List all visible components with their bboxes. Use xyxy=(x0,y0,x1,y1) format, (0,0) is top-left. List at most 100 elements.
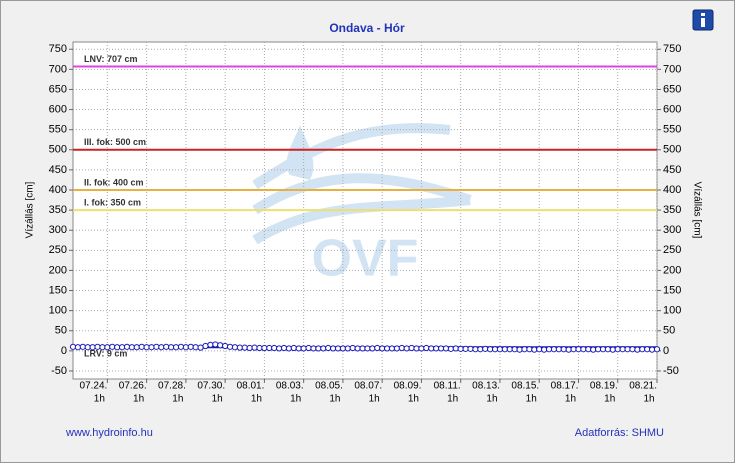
data-point xyxy=(447,345,454,352)
reference-label: LRV: 9 cm xyxy=(84,349,127,359)
data-point xyxy=(246,344,253,352)
data-point xyxy=(153,343,160,350)
y-tick-label: 150 xyxy=(49,284,67,296)
y2-tick-label: 600 xyxy=(663,103,681,115)
data-point xyxy=(182,344,189,351)
data-point xyxy=(531,346,538,353)
data-point xyxy=(585,346,592,353)
data-point xyxy=(653,346,661,353)
x-tick-label: 07.28. xyxy=(158,381,186,392)
data-point xyxy=(369,345,376,352)
footer-source: Adatforrás: SHMU xyxy=(575,427,664,439)
data-point xyxy=(393,345,400,352)
data-point xyxy=(609,346,616,353)
y2-tick-label: 300 xyxy=(663,224,681,236)
data-point xyxy=(74,344,82,351)
x-tick-label: 08.11. xyxy=(434,381,461,392)
data-point xyxy=(123,343,131,350)
y-tick-label: 500 xyxy=(49,144,67,156)
data-point xyxy=(604,346,612,353)
x-tick-label: 08.17. xyxy=(551,381,579,392)
x-tick-hour: 1h xyxy=(447,394,458,405)
y2-tick-label: 400 xyxy=(663,184,681,196)
data-point xyxy=(148,344,155,351)
x-tick-label: 08.15. xyxy=(511,381,539,392)
y-tick-label: 350 xyxy=(49,204,67,216)
data-point xyxy=(452,345,459,352)
data-point xyxy=(226,343,234,350)
y2-tick-label: 250 xyxy=(663,244,681,256)
reference-label: LNV: 707 cm xyxy=(84,54,138,64)
data-point xyxy=(231,344,239,351)
x-tick-hour: 1h xyxy=(212,394,223,405)
y-tick-label: 50 xyxy=(55,325,67,337)
x-tick-label: 08.03. xyxy=(276,381,304,392)
y2-tick-label: 550 xyxy=(663,124,681,136)
reference-label: III. fok: 500 cm xyxy=(84,137,146,147)
y-tick-label: 400 xyxy=(49,184,67,196)
data-point xyxy=(163,343,170,350)
y-tick-label: 250 xyxy=(49,244,67,256)
data-point xyxy=(138,343,145,350)
data-point xyxy=(217,342,224,349)
x-tick-hour: 1h xyxy=(290,394,301,405)
y-tick-label: 0 xyxy=(61,345,67,357)
data-point xyxy=(511,346,518,353)
data-point xyxy=(89,344,96,351)
data-point xyxy=(418,345,425,352)
x-tick-label: 07.24. xyxy=(80,381,108,392)
y2-tick-label: 750 xyxy=(663,43,681,55)
data-point xyxy=(305,344,312,352)
data-point xyxy=(325,344,332,352)
y-tick-label: 550 xyxy=(49,124,67,136)
reference-label: I. fok: 350 cm xyxy=(84,197,141,207)
y2-tick-label: 500 xyxy=(663,144,681,156)
data-point xyxy=(560,346,567,353)
x-tick-hour: 1h xyxy=(565,394,576,405)
data-point xyxy=(212,341,219,348)
data-point xyxy=(408,344,415,352)
data-point xyxy=(403,345,410,352)
data-point xyxy=(251,344,258,351)
data-point xyxy=(276,345,283,352)
data-point xyxy=(104,344,111,351)
x-tick-label: 07.26. xyxy=(119,381,147,392)
data-point xyxy=(477,346,484,353)
y-tick-label: 750 xyxy=(49,43,67,55)
data-point xyxy=(133,344,140,351)
y2-tick-label: 650 xyxy=(663,83,681,95)
data-point xyxy=(118,344,126,351)
y2-tick-label: 700 xyxy=(663,63,681,75)
data-point xyxy=(158,344,165,351)
data-point xyxy=(109,343,116,350)
info-button[interactable] xyxy=(692,9,714,31)
x-tick-hour: 1h xyxy=(486,394,497,405)
data-point xyxy=(516,346,523,353)
y-tick-label: 700 xyxy=(49,63,67,75)
data-point xyxy=(482,345,489,352)
data-point xyxy=(442,345,450,352)
y2-tick-label: 0 xyxy=(663,345,669,357)
x-tick-hour: 1h xyxy=(643,394,654,405)
watermark-text: OVF xyxy=(312,230,419,288)
y2-tick-label: 200 xyxy=(663,264,681,276)
x-tick-hour: 1h xyxy=(329,394,340,405)
watermark-logo xyxy=(252,123,472,245)
x-tick-hour: 1h xyxy=(526,394,537,405)
x-tick-label: 08.05. xyxy=(315,381,343,392)
data-point xyxy=(526,346,533,353)
y2-axis-label: Vízállás [cm] xyxy=(691,182,702,239)
data-point xyxy=(192,344,199,351)
data-point xyxy=(285,345,293,352)
data-point xyxy=(94,343,101,350)
y-tick-label: 600 xyxy=(49,103,67,115)
data-point xyxy=(280,344,288,352)
y2-tick-label: 350 xyxy=(663,204,681,216)
data-point xyxy=(648,346,656,353)
data-point xyxy=(79,343,86,350)
y2-tick-label: 100 xyxy=(663,305,681,317)
footer-link[interactable]: www.hydroinfo.hu xyxy=(65,427,153,439)
y2-tick-label: 50 xyxy=(663,325,675,337)
data-point xyxy=(172,344,180,351)
data-point xyxy=(467,345,474,352)
